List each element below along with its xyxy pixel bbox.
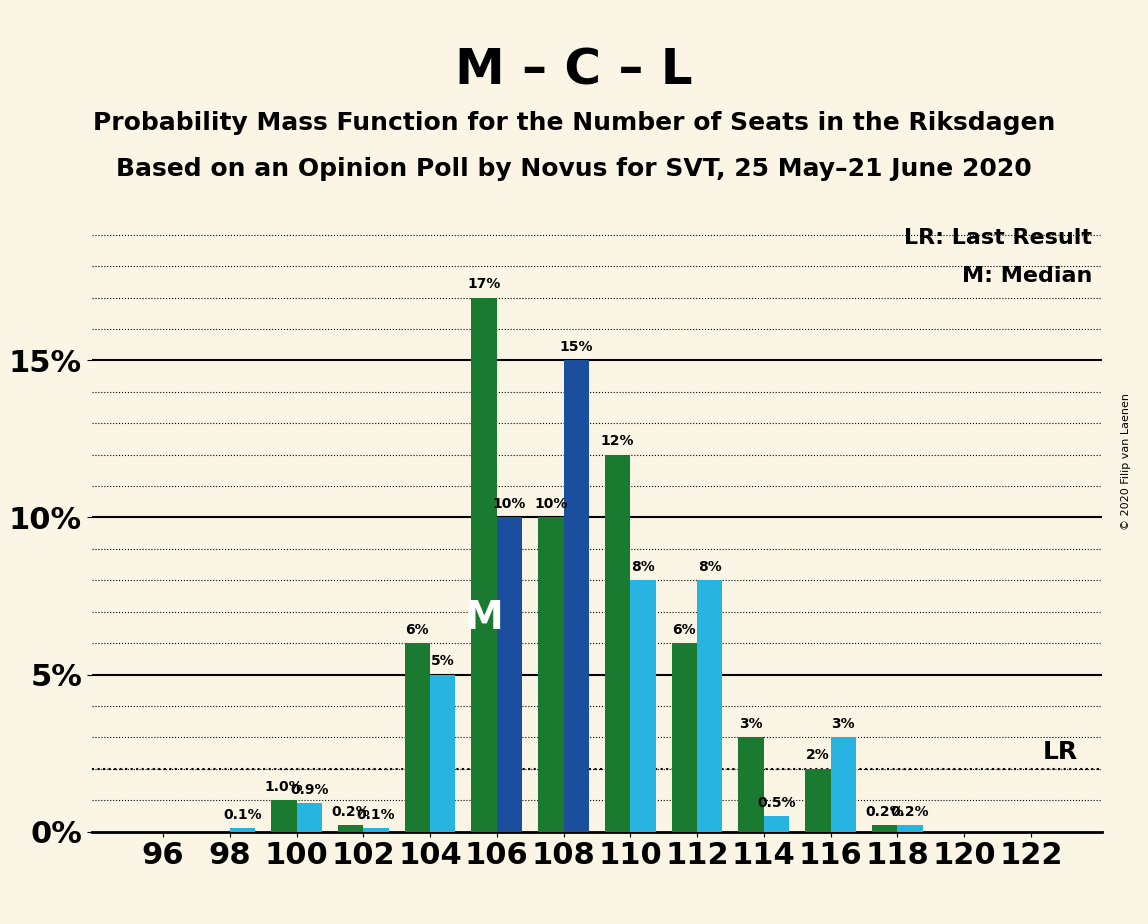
Text: Based on an Opinion Poll by Novus for SVT, 25 May–21 June 2020: Based on an Opinion Poll by Novus for SV… bbox=[116, 157, 1032, 181]
Bar bbox=[472, 298, 497, 832]
Text: 17%: 17% bbox=[467, 277, 501, 291]
Bar bbox=[872, 825, 898, 832]
Bar bbox=[763, 816, 789, 832]
Bar bbox=[605, 455, 630, 832]
Text: © 2020 Filip van Laenen: © 2020 Filip van Laenen bbox=[1120, 394, 1131, 530]
Text: Probability Mass Function for the Number of Seats in the Riksdagen: Probability Mass Function for the Number… bbox=[93, 111, 1055, 135]
Text: M: M bbox=[465, 599, 504, 637]
Text: 10%: 10% bbox=[492, 497, 526, 511]
Bar bbox=[697, 580, 722, 832]
Bar bbox=[630, 580, 656, 832]
Bar bbox=[430, 675, 456, 832]
Bar bbox=[296, 803, 321, 832]
Text: M – C – L: M – C – L bbox=[456, 46, 692, 94]
Bar bbox=[497, 517, 522, 832]
Text: 0.5%: 0.5% bbox=[758, 796, 796, 809]
Text: 0.9%: 0.9% bbox=[290, 783, 328, 797]
Bar bbox=[898, 825, 923, 832]
Text: 8%: 8% bbox=[631, 560, 654, 574]
Text: 0.2%: 0.2% bbox=[332, 805, 370, 819]
Text: 6%: 6% bbox=[405, 623, 429, 637]
Bar bbox=[672, 643, 697, 832]
Text: LR: Last Result: LR: Last Result bbox=[903, 228, 1092, 249]
Text: 3%: 3% bbox=[831, 717, 855, 731]
Bar bbox=[364, 829, 389, 832]
Text: 2%: 2% bbox=[806, 748, 830, 762]
Text: 8%: 8% bbox=[698, 560, 722, 574]
Bar bbox=[338, 825, 364, 832]
Bar bbox=[405, 643, 430, 832]
Text: 3%: 3% bbox=[739, 717, 763, 731]
Bar bbox=[830, 737, 856, 832]
Text: 15%: 15% bbox=[559, 340, 594, 354]
Bar bbox=[538, 517, 564, 832]
Bar bbox=[230, 829, 255, 832]
Bar bbox=[805, 769, 830, 832]
Text: LR: LR bbox=[1042, 740, 1078, 764]
Text: 0.2%: 0.2% bbox=[891, 805, 929, 819]
Text: 5%: 5% bbox=[430, 654, 455, 668]
Text: 6%: 6% bbox=[673, 623, 696, 637]
Text: 0.2%: 0.2% bbox=[866, 805, 903, 819]
Text: 0.1%: 0.1% bbox=[357, 808, 395, 822]
Bar bbox=[271, 800, 296, 832]
Text: M: Median: M: Median bbox=[962, 266, 1092, 286]
Bar bbox=[564, 360, 589, 832]
Bar bbox=[738, 737, 763, 832]
Text: 1.0%: 1.0% bbox=[265, 780, 303, 794]
Text: 0.1%: 0.1% bbox=[223, 808, 262, 822]
Text: 12%: 12% bbox=[600, 434, 635, 448]
Text: 10%: 10% bbox=[534, 497, 567, 511]
